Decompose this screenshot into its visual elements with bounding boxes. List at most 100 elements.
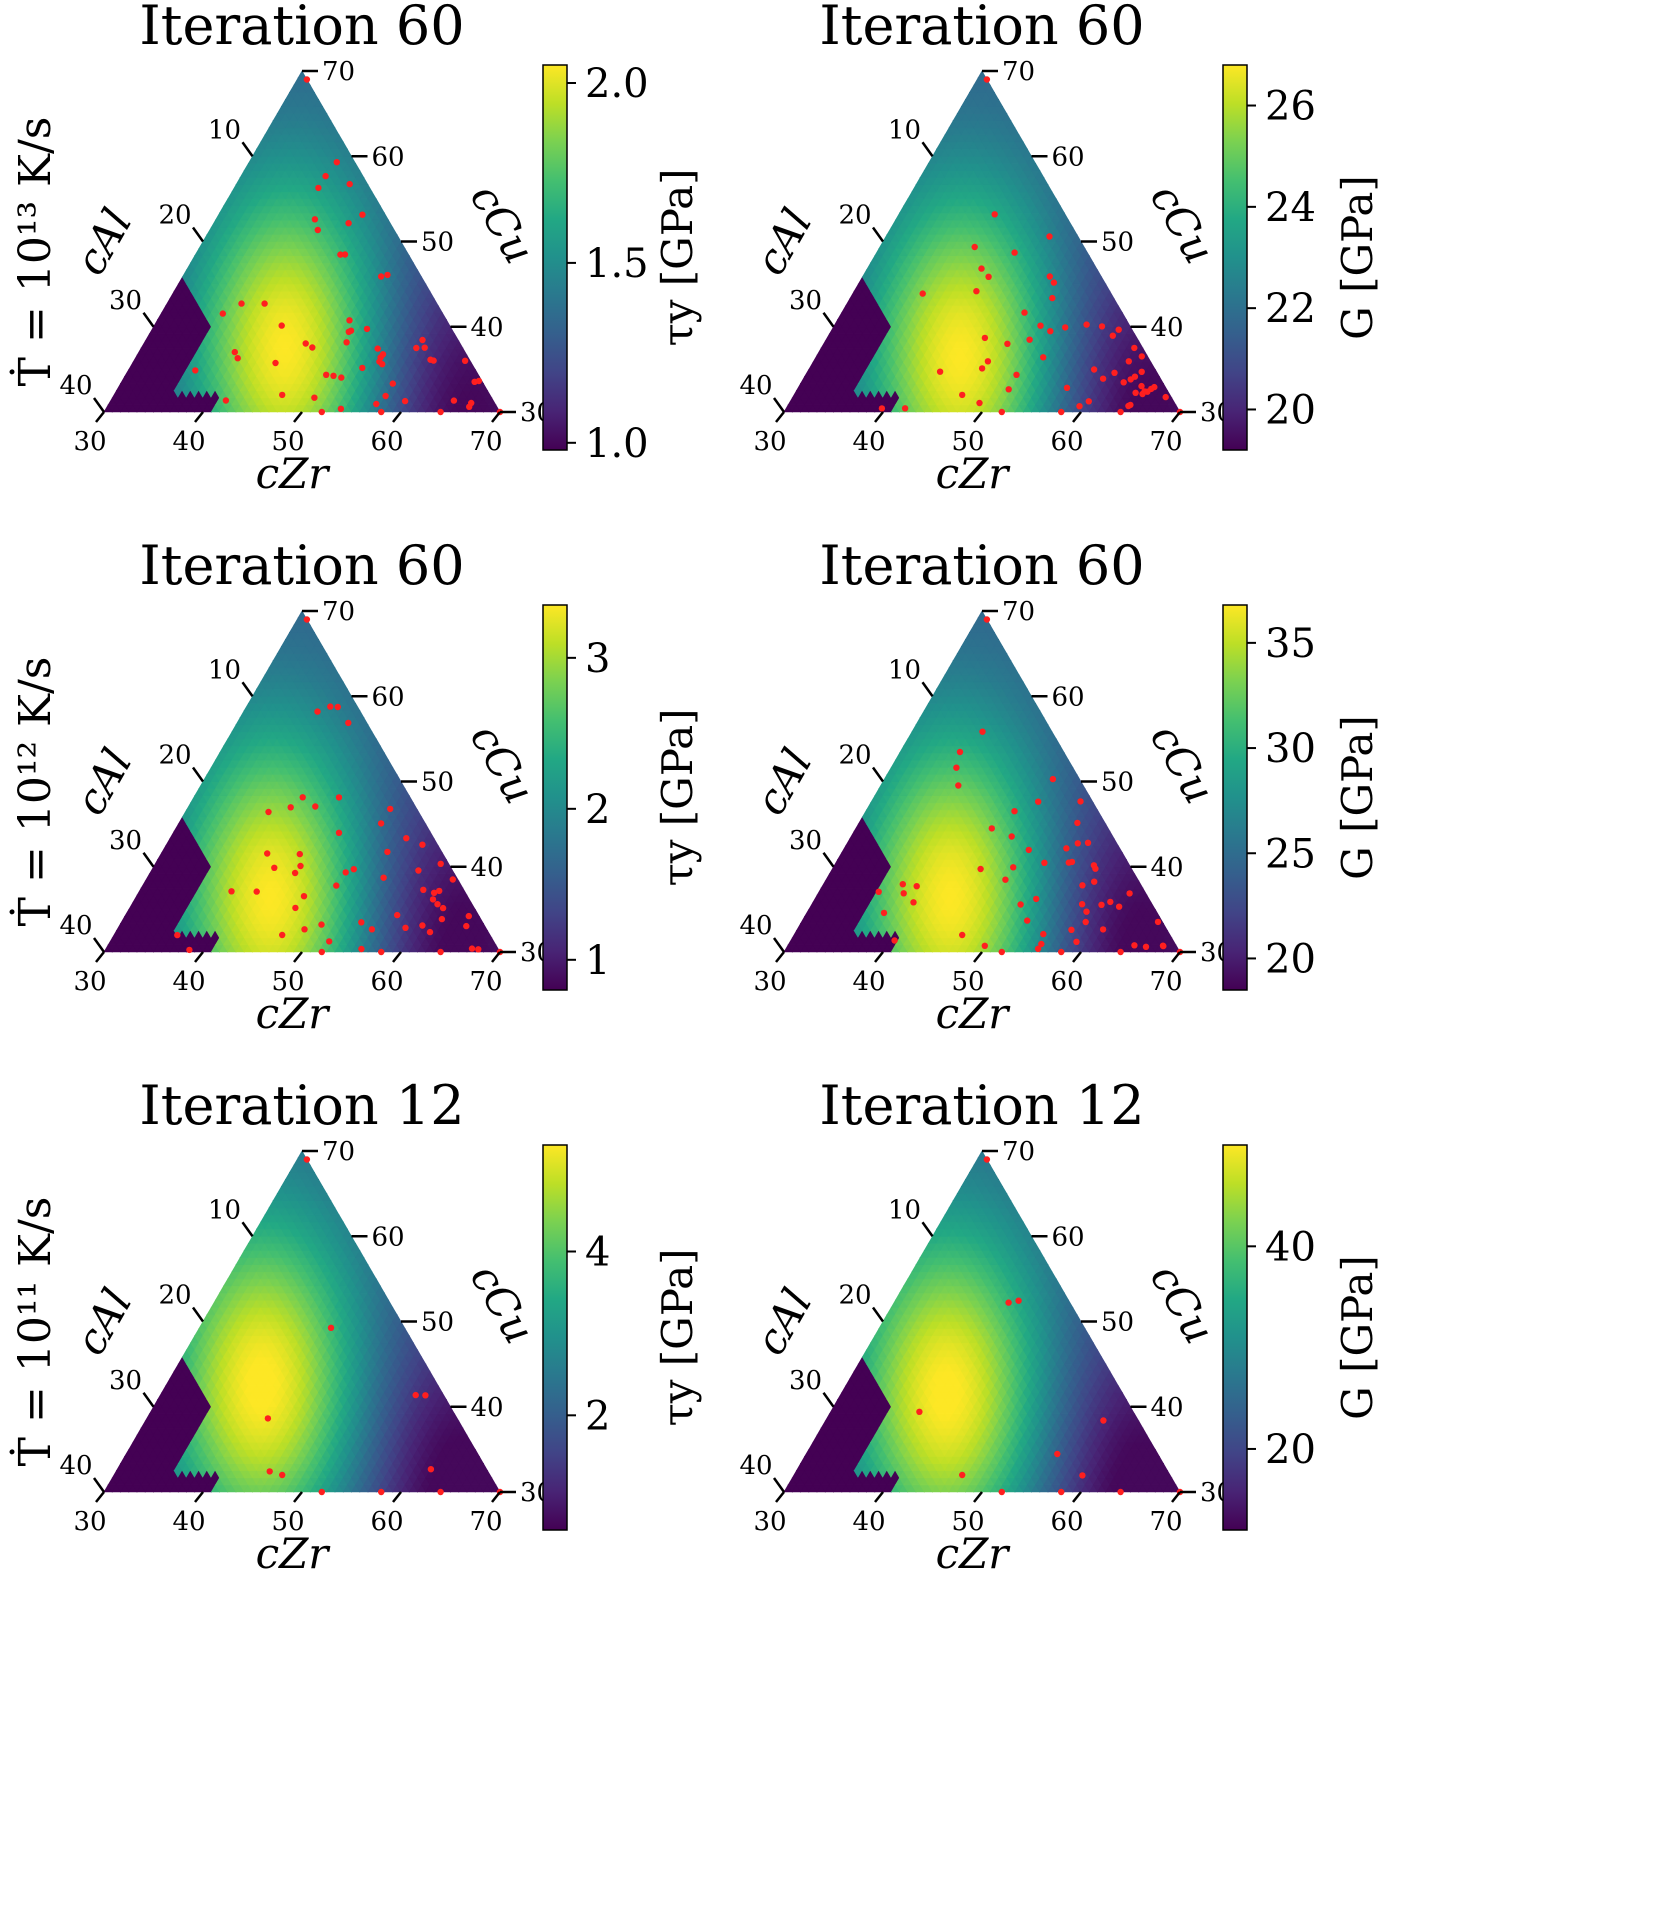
sample-point: [279, 931, 286, 939]
c-zr-axis-label: cZr: [256, 449, 332, 498]
colorbar: [542, 1144, 568, 1531]
sample-point: [976, 399, 983, 407]
sample-point: [468, 399, 475, 407]
panel-title: Iteration 60: [819, 0, 1144, 57]
c-al-axis-label: cAl: [745, 740, 821, 823]
c-cu-tick-label: 50: [421, 768, 454, 798]
c-zr-tick-label: 70: [1149, 1507, 1182, 1537]
sample-point: [1062, 324, 1069, 331]
sample-point: [875, 888, 882, 895]
sample-point: [1005, 1299, 1012, 1306]
sample-point: [1079, 1472, 1086, 1479]
sample-point: [1038, 940, 1045, 948]
c-cu-tick-label: 60: [372, 142, 405, 172]
sample-point: [916, 1408, 923, 1416]
c-al-tick-label: 20: [838, 1281, 871, 1311]
c-zr-axis-label: cZr: [256, 1529, 332, 1578]
c-al-tick-label: 30: [789, 1366, 822, 1396]
sample-point: [468, 945, 476, 952]
c-cu-tick-label: 40: [1151, 853, 1184, 883]
sample-point: [1073, 938, 1080, 945]
sample-point: [401, 397, 409, 405]
c-cu-tick-label: 40: [471, 853, 504, 883]
sample-point: [1090, 862, 1098, 869]
sample-point: [437, 408, 444, 416]
sample-point: [413, 344, 420, 352]
sample-point: [979, 728, 986, 735]
c-cu-axis-label: cCu: [1141, 1256, 1225, 1352]
sample-point: [1098, 901, 1105, 908]
c-cu-tick-label: 70: [1002, 57, 1035, 87]
sample-point: [1117, 948, 1124, 956]
c-cu-tick-label: 60: [1052, 142, 1085, 172]
sample-point: [983, 76, 991, 83]
c-zr-tick-label: 50: [271, 967, 304, 997]
sample-point: [1050, 279, 1058, 286]
sample-point: [419, 922, 426, 929]
c-al-tick-label: 30: [109, 1366, 142, 1396]
c-zr-tick-label: 70: [469, 427, 502, 457]
sample-point: [1046, 233, 1053, 240]
c-zr-tick-label: 60: [1050, 967, 1083, 997]
sample-point: [279, 1471, 286, 1479]
sample-point: [1017, 901, 1024, 908]
sample-point: [901, 405, 909, 412]
sample-point: [1046, 273, 1054, 280]
sample-point: [265, 808, 272, 816]
c-cu-tick-label: 70: [1002, 597, 1035, 627]
sample-point: [345, 220, 352, 227]
sample-point: [314, 708, 321, 715]
sample-point: [261, 300, 268, 307]
colorbar-tick-label: 2: [585, 1393, 610, 1439]
sample-point: [955, 782, 962, 789]
sample-point: [1049, 775, 1057, 783]
sample-point: [1111, 369, 1118, 376]
sample-point: [403, 835, 410, 842]
c-zr-tick-label: 30: [753, 427, 786, 457]
sample-point: [378, 948, 385, 956]
row-label-2: Ṫ = 10¹² K/s: [8, 657, 61, 927]
sample-point: [338, 374, 345, 381]
sample-point: [377, 820, 385, 827]
sample-point: [346, 180, 353, 188]
sample-point: [415, 867, 422, 874]
sample-point: [311, 216, 319, 223]
sample-point: [1023, 917, 1031, 924]
c-zr-axis-label: cZr: [256, 989, 332, 1038]
sample-point: [959, 1471, 966, 1479]
sample-point: [271, 864, 278, 871]
sample-point: [1151, 383, 1158, 391]
c-al-tick-label: 40: [59, 911, 92, 941]
sample-point: [421, 344, 428, 351]
sample-point: [1078, 901, 1086, 908]
sample-point: [985, 273, 992, 280]
c-cu-tick-label: 60: [1052, 682, 1085, 712]
sample-point: [998, 948, 1005, 956]
colorbar-tick-label: 2.0: [585, 61, 649, 107]
colorbar-tick-label: 3: [585, 636, 610, 682]
c-zr-tick-label: 30: [753, 967, 786, 997]
row-label-3: Ṫ = 10¹¹ K/s: [8, 1197, 61, 1467]
sample-point: [1077, 798, 1084, 805]
sample-point: [437, 1488, 444, 1496]
colorbar-tick-label: 40: [1265, 1224, 1316, 1270]
c-cu-tick-label: 70: [322, 597, 355, 627]
c-cu-tick-label: 40: [471, 313, 504, 343]
sample-point: [1115, 326, 1122, 333]
sample-point: [291, 869, 299, 877]
sample-point: [318, 408, 325, 416]
sample-point: [1085, 398, 1093, 405]
sample-point: [998, 1488, 1005, 1496]
sample-point: [437, 860, 444, 867]
sample-point: [333, 159, 340, 166]
sample-point: [973, 288, 980, 295]
colorbar-tick-label: 20: [1265, 387, 1316, 433]
panel-title: Iteration 60: [139, 534, 464, 597]
sample-point: [1011, 249, 1018, 256]
c-zr-tick-label: 50: [271, 427, 304, 457]
c-cu-tick-label: 50: [1101, 1308, 1134, 1338]
colorbar-tick-label: 1.0: [585, 421, 649, 467]
